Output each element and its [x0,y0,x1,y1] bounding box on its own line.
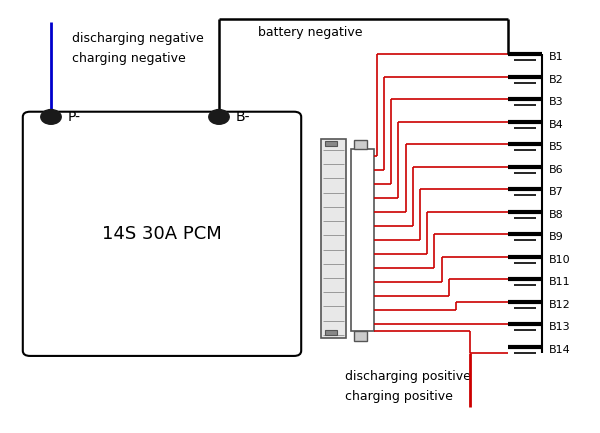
Text: P-: P- [67,110,80,124]
Text: B-: B- [235,110,250,124]
Text: B3: B3 [549,97,563,107]
Bar [321,139,346,338]
Circle shape [209,110,229,124]
Text: B5: B5 [549,142,563,152]
Bar [325,141,337,146]
Bar [325,330,337,335]
Text: charging positive: charging positive [345,390,453,403]
Bar [351,149,374,331]
Text: discharging positive: discharging positive [345,370,471,383]
Text: B7: B7 [549,187,564,197]
Text: B6: B6 [549,165,563,175]
Circle shape [41,110,61,124]
Text: B12: B12 [549,300,571,310]
Bar [355,331,367,341]
Text: discharging negative: discharging negative [72,32,204,45]
Text: B11: B11 [549,277,571,288]
Text: B9: B9 [549,232,564,242]
Text: B8: B8 [549,210,564,220]
Text: B1: B1 [549,52,563,62]
Text: B2: B2 [549,74,564,85]
Text: B13: B13 [549,322,571,333]
Text: battery negative: battery negative [258,26,362,39]
FancyBboxPatch shape [23,112,301,356]
Text: 14S 30A PCM: 14S 30A PCM [102,225,222,243]
Bar [355,140,367,149]
Text: charging negative: charging negative [72,52,186,65]
Text: B4: B4 [549,120,564,130]
Text: B14: B14 [549,345,571,355]
Text: B10: B10 [549,255,571,265]
